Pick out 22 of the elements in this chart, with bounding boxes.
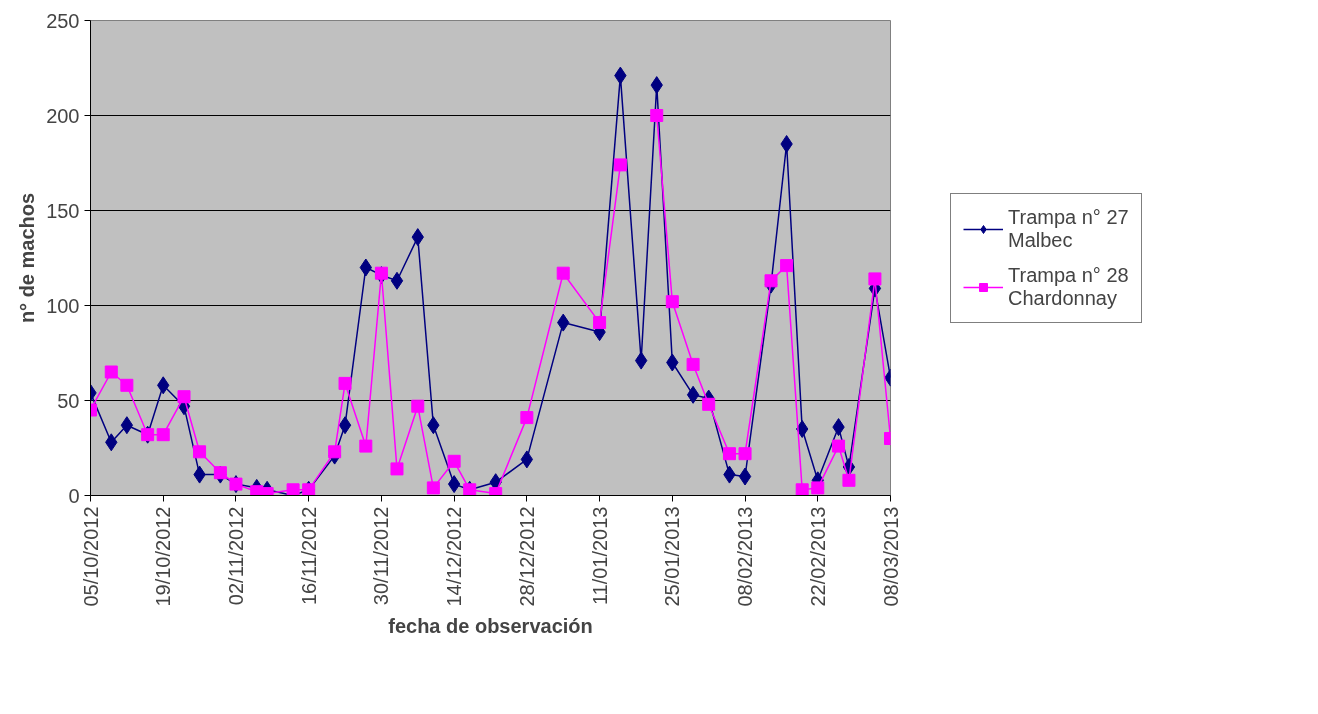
legend-label: Trampa n° 28 Chardonnay [1008,263,1129,310]
x-tick-label: 16/11/2012 [297,506,320,606]
x-tick-label: 30/11/2012 [370,506,393,606]
y-tick-label: 200 [46,104,80,127]
x-tick-label: 14/12/2012 [443,506,466,607]
y-axis-title: n° de machos [16,192,39,324]
x-tick-label: 19/10/2012 [152,506,175,607]
y-tick-label: 250 [46,9,80,32]
y-tick-label: 0 [68,484,80,507]
x-axis-title: fecha de observación [388,614,593,637]
y-tick-label: 150 [46,199,80,222]
x-tick-label: 05/10/2012 [79,506,102,607]
x-tick-label: 08/03/2013 [879,506,902,607]
x-tick-label: 22/02/2013 [806,506,829,607]
x-tick-label: 28/12/2012 [515,506,538,607]
y-tick-label: 100 [46,294,80,317]
x-tick-label: 11/01/2013 [588,506,611,606]
x-tick-label: 02/11/2012 [224,506,247,606]
legend-label: Trampa n° 27 Malbec [1008,205,1129,252]
y-tick-label: 50 [57,389,80,412]
x-tick-label: 25/01/2013 [661,506,684,607]
x-tick-label: 08/02/2013 [734,506,757,607]
